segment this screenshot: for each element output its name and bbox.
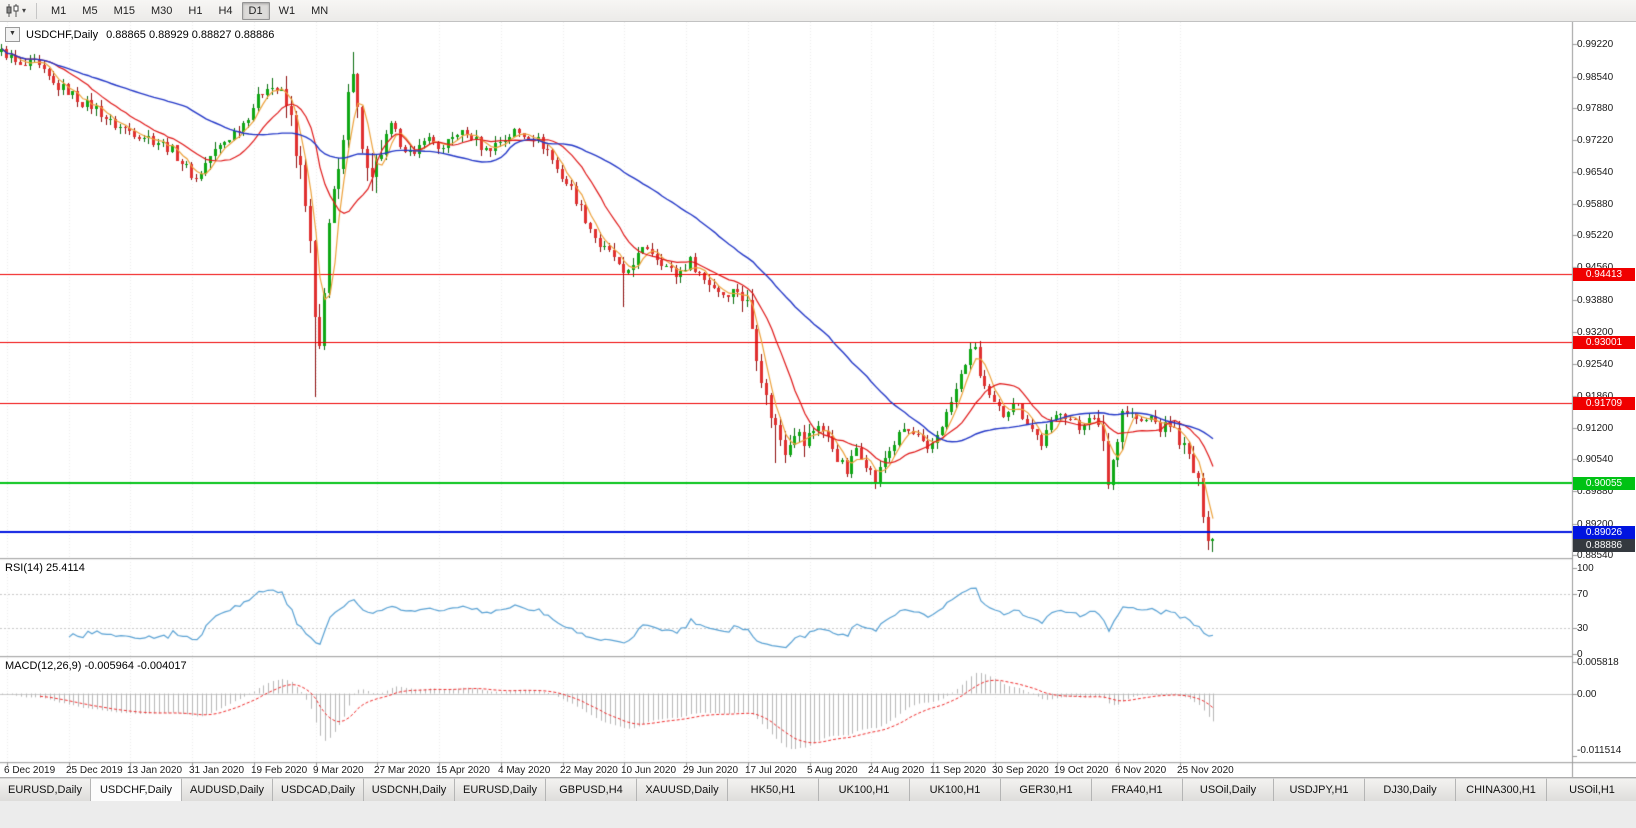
hline-price-tag-0.93001: 0.93001 <box>1573 336 1635 349</box>
chart-tab-china300-h1[interactable]: CHINA300,H1 <box>1456 778 1547 802</box>
date-axis-label: 9 Mar 2020 <box>313 765 364 776</box>
timeframe-button-group: M1 M5 M15 M30 H1 H4 D1 W1 MN <box>43 1 336 20</box>
date-axis-label: 11 Sep 2020 <box>930 765 986 776</box>
rsi-scale-label: 30 <box>1577 623 1589 634</box>
macd-scale-label: 0.005818 <box>1577 657 1619 668</box>
price-axis-label: 0.89880 <box>1577 486 1614 497</box>
toolbar-separator <box>36 2 38 19</box>
rsi-scale-label: 70 <box>1577 589 1589 600</box>
macd-indicator-label: MACD(12,26,9) -0.005964 -0.004017 <box>5 660 187 672</box>
current-price-tag: 0.88886 <box>1573 539 1635 552</box>
timeframe-button-d1[interactable]: D1 <box>241 1 270 20</box>
price-axis-label: 0.90540 <box>1577 454 1614 465</box>
timeframe-button-m30[interactable]: M30 <box>150 4 173 17</box>
chart-tab-dj30-daily[interactable]: DJ30,Daily <box>1365 778 1456 802</box>
chart-tab-hk50-h1[interactable]: HK50,H1 <box>728 778 819 802</box>
timeframe-button-m1[interactable]: M1 <box>51 4 67 17</box>
hline-price-tag-0.90055: 0.90055 <box>1573 477 1635 490</box>
macd-scale-label: -0.011514 <box>1577 745 1622 756</box>
hline-price-tag-0.91709: 0.91709 <box>1573 397 1635 410</box>
date-axis-label: 5 Aug 2020 <box>807 765 858 776</box>
date-axis-label: 24 Aug 2020 <box>868 765 925 776</box>
chart-tab-eurusd-daily[interactable]: EURUSD,Daily <box>455 778 546 802</box>
chart-ohlc-values: 0.88865 0.88929 0.88827 0.88886 <box>106 28 275 41</box>
chart-tab-usdcnh-daily[interactable]: USDCNH,Daily <box>364 778 455 802</box>
macd-scale-label: 0.00 <box>1577 689 1597 700</box>
chart-tab-uk100-h1[interactable]: UK100,H1 <box>819 778 910 802</box>
date-axis-label: 10 Jun 2020 <box>621 765 677 776</box>
date-axis-label: 25 Nov 2020 <box>1177 765 1234 776</box>
date-axis-label: 31 Jan 2020 <box>189 765 245 776</box>
candlestick-chart-glyph <box>6 4 19 17</box>
rsi-indicator-label: RSI(14) 25.4114 <box>5 562 85 574</box>
price-axis-label: 0.97220 <box>1577 135 1614 146</box>
price-axis-label: 0.94560 <box>1577 262 1613 273</box>
chart-tab-usoil-h1[interactable]: USOil,H1 <box>1547 778 1636 802</box>
price-axis-label: 0.92540 <box>1577 359 1614 370</box>
price-axis-label: 0.99220 <box>1577 39 1614 50</box>
price-axis-label: 0.88540 <box>1577 550 1614 561</box>
price-axis-label: 0.96540 <box>1577 167 1614 178</box>
timeframe-button-w1[interactable]: W1 <box>278 4 296 17</box>
chart-tab-usoil-daily[interactable]: USOil,Daily <box>1183 778 1274 802</box>
date-axis-label: 19 Feb 2020 <box>251 765 308 776</box>
price-axis-label: 0.98540 <box>1577 72 1614 83</box>
timeframe-button-h1[interactable]: H1 <box>188 4 203 17</box>
chart-tab-gbpusd-h4[interactable]: GBPUSD,H4 <box>546 778 637 802</box>
timeframe-button-m15[interactable]: M15 <box>113 4 135 17</box>
price-axis-label: 0.97880 <box>1577 103 1614 114</box>
candlestick-chart-icon[interactable] <box>5 3 21 18</box>
chart-tab-usdjpy-h1[interactable]: USDJPY,H1 <box>1274 778 1365 802</box>
rsi-scale-label: 100 <box>1577 563 1594 574</box>
date-axis-label: 30 Sep 2020 <box>992 765 1049 776</box>
chart-tab-audusd-daily[interactable]: AUDUSD,Daily <box>182 778 273 802</box>
hline-price-tag-0.94413: 0.94413 <box>1573 268 1635 281</box>
date-axis-label: 29 Jun 2020 <box>683 765 739 776</box>
chart-tab-eurusd-daily[interactable]: EURUSD,Daily <box>0 778 91 802</box>
hline-price-tag-0.89026: 0.89026 <box>1573 526 1635 539</box>
chart-collapse-button[interactable]: ▼ <box>5 27 20 42</box>
price-axis-label: 0.91200 <box>1577 423 1614 434</box>
date-axis-label: 15 Apr 2020 <box>436 765 490 776</box>
price-axis-label: 0.93200 <box>1577 327 1614 338</box>
bottom-filler <box>0 801 1636 828</box>
chart-tab-uk100-h1[interactable]: UK100,H1 <box>910 778 1001 802</box>
chart-tab-ger30-h1[interactable]: GER30,H1 <box>1001 778 1092 802</box>
price-axis-label: 0.91860 <box>1577 391 1613 402</box>
rsi-scale-label: 0 <box>1577 649 1583 660</box>
chart-type-dropdown-arrow-icon[interactable]: ▾ <box>22 6 27 15</box>
date-axis-label: 27 Mar 2020 <box>374 765 431 776</box>
date-axis-label: 6 Dec 2019 <box>4 765 56 776</box>
chart-tab-bar: EURUSD,Daily USDCHF,Daily AUDUSD,Daily USDC… <box>0 777 1636 802</box>
date-axis-label: 19 Oct 2020 <box>1054 765 1109 776</box>
chart-tab-fra40-h1[interactable]: FRA40,H1 <box>1092 778 1183 802</box>
date-axis-label: 17 Jul 2020 <box>745 765 797 776</box>
chart-tab-xauusd-daily[interactable]: XAUUSD,Daily <box>637 778 728 802</box>
date-axis-label: 25 Dec 2019 <box>66 765 123 776</box>
price-chart-canvas[interactable] <box>0 22 1636 777</box>
timeframe-button-mn[interactable]: MN <box>311 4 329 17</box>
chart-tab-usdchf-daily[interactable]: USDCHF,Daily <box>91 778 182 802</box>
date-axis-label: 6 Nov 2020 <box>1115 765 1167 776</box>
date-axis-label: 4 May 2020 <box>498 765 551 776</box>
date-axis-label: 22 May 2020 <box>560 765 618 776</box>
timeframe-button-m5[interactable]: M5 <box>82 4 98 17</box>
chart-window: ▼ USDCHF,Daily 0.88865 0.88929 0.88827 0… <box>0 22 1636 777</box>
top-toolbar: ▾ M1 M5 M15 M30 H1 H4 D1 W1 MN <box>0 0 1636 22</box>
price-axis-label: 0.95880 <box>1577 199 1614 210</box>
price-axis-label: 0.95220 <box>1577 230 1614 241</box>
chart-title-bar: ▼ USDCHF,Daily 0.88865 0.88929 0.88827 0… <box>5 27 274 42</box>
chart-tab-usdcad-daily[interactable]: USDCAD,Daily <box>273 778 364 802</box>
date-axis-label: 13 Jan 2020 <box>127 765 183 776</box>
chart-symbol-label: USDCHF,Daily <box>26 28 99 41</box>
timeframe-button-h4[interactable]: H4 <box>218 4 233 17</box>
price-axis-label: 0.89200 <box>1577 519 1614 530</box>
price-axis-label: 0.93880 <box>1577 295 1614 306</box>
